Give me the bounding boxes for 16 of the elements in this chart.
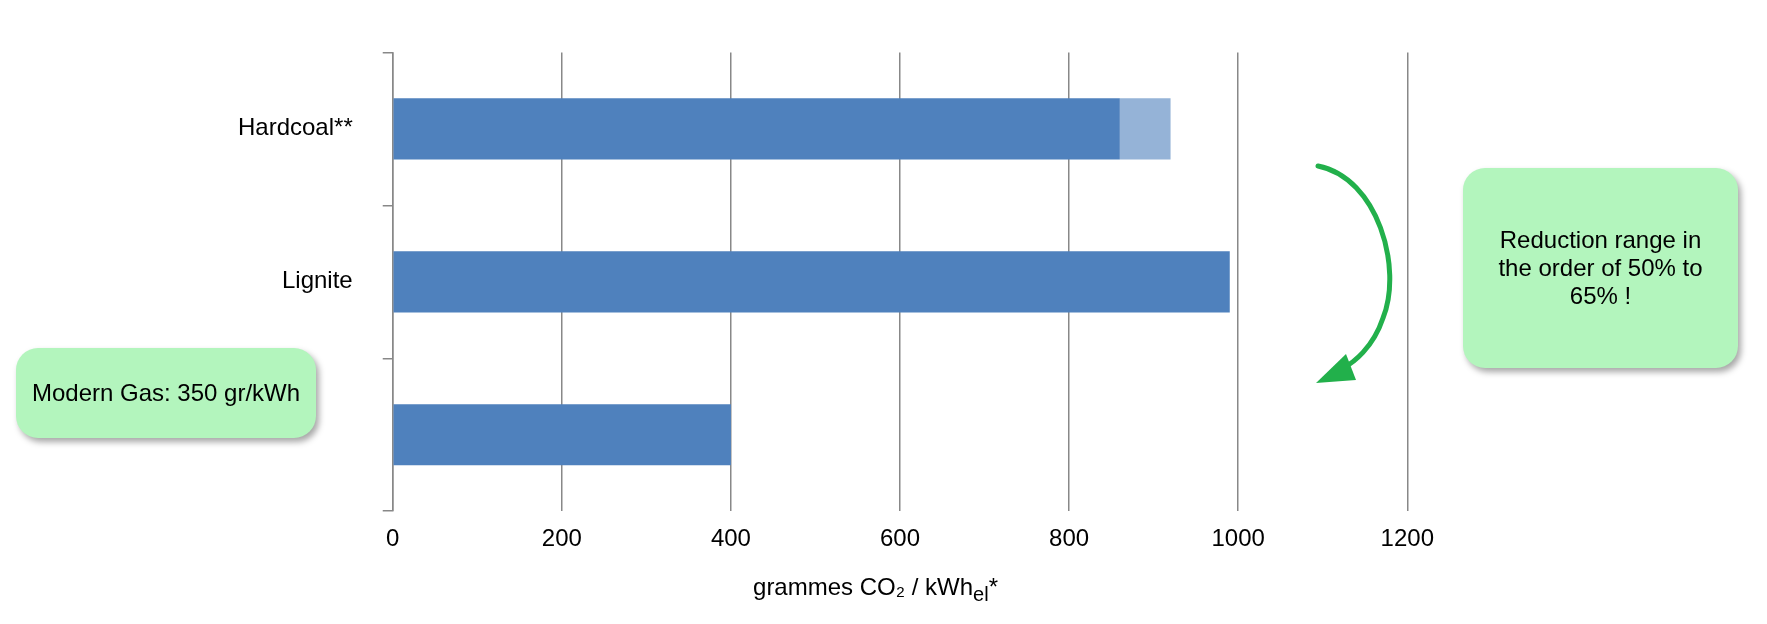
text: Modern Gas: 350 gr/kWh xyxy=(16,348,316,438)
bar xyxy=(1119,98,1171,160)
x-tick-label: 400 xyxy=(710,524,751,552)
y-tick-label: Lignite xyxy=(281,266,353,294)
x-tick-label: 1200 xyxy=(1380,524,1434,552)
x-tick-label: 600 xyxy=(879,524,921,552)
y-tick-label: Hardcoal** xyxy=(237,113,353,141)
text: Reduction range in the order of 50% to 65% ! xyxy=(1463,168,1738,368)
x-tick-label: 200 xyxy=(541,524,582,552)
x-tick-label: 1000 xyxy=(1211,524,1265,552)
bar xyxy=(393,251,1230,313)
bar xyxy=(393,404,731,466)
x-axis-title: grammes CO₂ / kWh$_{el}$* xyxy=(752,573,999,606)
x-tick-label: 0 xyxy=(386,524,400,552)
x-tick-label: 800 xyxy=(1049,524,1090,552)
bar xyxy=(393,98,1120,160)
